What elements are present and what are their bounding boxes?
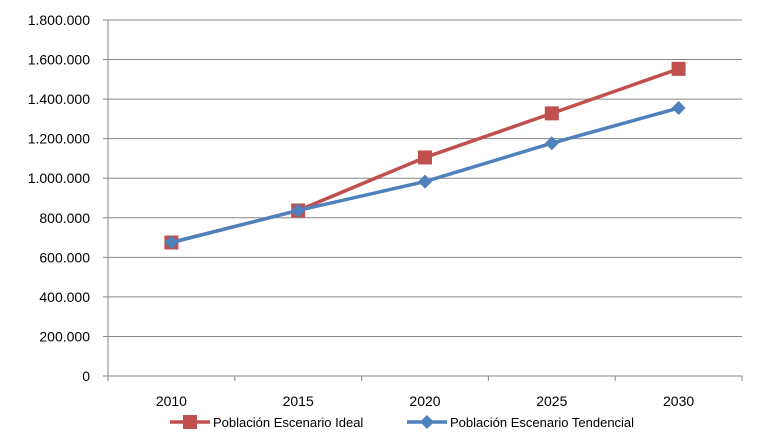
data-point bbox=[164, 235, 179, 250]
data-point bbox=[671, 61, 686, 76]
data-point bbox=[291, 203, 306, 218]
legend-marker bbox=[183, 415, 197, 429]
x-axis-tick-labels: 2010 2015 2020 2025 2030 bbox=[156, 393, 695, 409]
y-tick-label: 0 bbox=[82, 368, 90, 384]
legend-item: Población Escenario Tendencial bbox=[407, 415, 634, 430]
axes bbox=[103, 19, 743, 381]
data-point bbox=[544, 106, 559, 121]
y-tick-label: 1.800.000 bbox=[28, 12, 90, 28]
x-tick-label: 2015 bbox=[283, 393, 314, 409]
x-tick-label: 2020 bbox=[409, 393, 440, 409]
x-tick-label: 2010 bbox=[156, 393, 187, 409]
legend: Población Escenario Ideal Población Escen… bbox=[170, 415, 634, 430]
series-tendencial bbox=[164, 101, 686, 250]
y-tick-label: 1.200.000 bbox=[28, 131, 90, 147]
y-tick-label: 600.000 bbox=[39, 249, 90, 265]
data-point bbox=[671, 101, 686, 116]
legend-label: Población Escenario Tendencial bbox=[450, 415, 634, 430]
y-tick-label: 1.600.000 bbox=[28, 52, 90, 68]
data-point bbox=[418, 150, 432, 165]
y-tick-label: 1.400.000 bbox=[28, 91, 90, 107]
legend-label: Población Escenario Ideal bbox=[213, 415, 363, 430]
y-tick-label: 1.000.000 bbox=[28, 170, 90, 186]
x-tick-label: 2025 bbox=[536, 393, 567, 409]
y-tick-label: 800.000 bbox=[39, 210, 90, 226]
series-layer bbox=[164, 61, 686, 250]
legend-marker bbox=[420, 415, 434, 429]
y-tick-label: 200.000 bbox=[39, 328, 90, 344]
y-axis-tick-labels: 0 200.000 400.000 600.000 800.000 1.000.000 1.… bbox=[28, 12, 91, 384]
series-ideal bbox=[164, 61, 686, 250]
data-point bbox=[544, 136, 559, 151]
legend-item: Población Escenario Ideal bbox=[170, 415, 363, 430]
y-tick-label: 400.000 bbox=[39, 289, 90, 305]
data-point bbox=[418, 174, 432, 189]
x-tick-label: 2030 bbox=[663, 393, 694, 409]
